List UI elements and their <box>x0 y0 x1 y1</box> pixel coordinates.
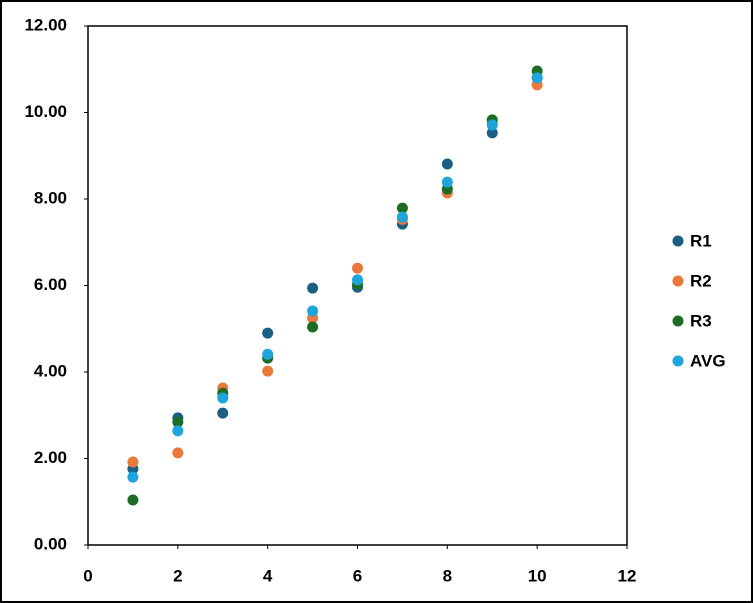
x-tick-label: 4 <box>263 566 273 585</box>
x-tick-label: 0 <box>83 566 92 585</box>
point <box>352 274 363 286</box>
y-tick-label: 12.00 <box>24 15 67 34</box>
x-tick-label: 10 <box>528 566 547 585</box>
point <box>127 471 139 483</box>
point <box>396 211 408 223</box>
y-tick-label: 8.00 <box>34 188 67 207</box>
point <box>307 282 319 294</box>
point <box>307 321 319 333</box>
y-tick-label: 4.00 <box>34 361 67 380</box>
legend-marker <box>672 275 684 287</box>
point <box>441 176 453 188</box>
point <box>486 119 498 131</box>
legend-label: R2 <box>690 271 712 290</box>
point <box>486 127 498 139</box>
y-tick-label: 2.00 <box>34 448 67 467</box>
legend-marker <box>672 235 684 247</box>
point <box>127 494 139 506</box>
point <box>531 72 543 84</box>
point <box>172 447 184 459</box>
point <box>396 202 408 214</box>
legend-label: R3 <box>690 311 712 330</box>
x-tick-label: 12 <box>618 566 637 585</box>
point <box>217 407 229 419</box>
legend-marker <box>672 355 684 367</box>
point <box>307 305 319 317</box>
y-tick-label: 10.00 <box>24 102 67 121</box>
point <box>262 348 274 360</box>
point <box>441 158 453 170</box>
point <box>172 425 184 437</box>
x-tick-label: 2 <box>173 566 182 585</box>
point <box>172 416 184 428</box>
legend-marker <box>672 315 684 327</box>
point <box>262 327 274 339</box>
x-tick-label: 8 <box>443 566 452 585</box>
point <box>352 262 363 274</box>
legend-label: R1 <box>690 231 712 250</box>
point <box>127 456 139 468</box>
y-tick-label: 6.00 <box>34 275 67 294</box>
x-tick-label: 6 <box>353 566 362 585</box>
legend-label: AVG <box>690 351 726 370</box>
point <box>262 365 274 377</box>
point <box>217 392 229 404</box>
y-tick-label: 0.00 <box>34 534 67 553</box>
